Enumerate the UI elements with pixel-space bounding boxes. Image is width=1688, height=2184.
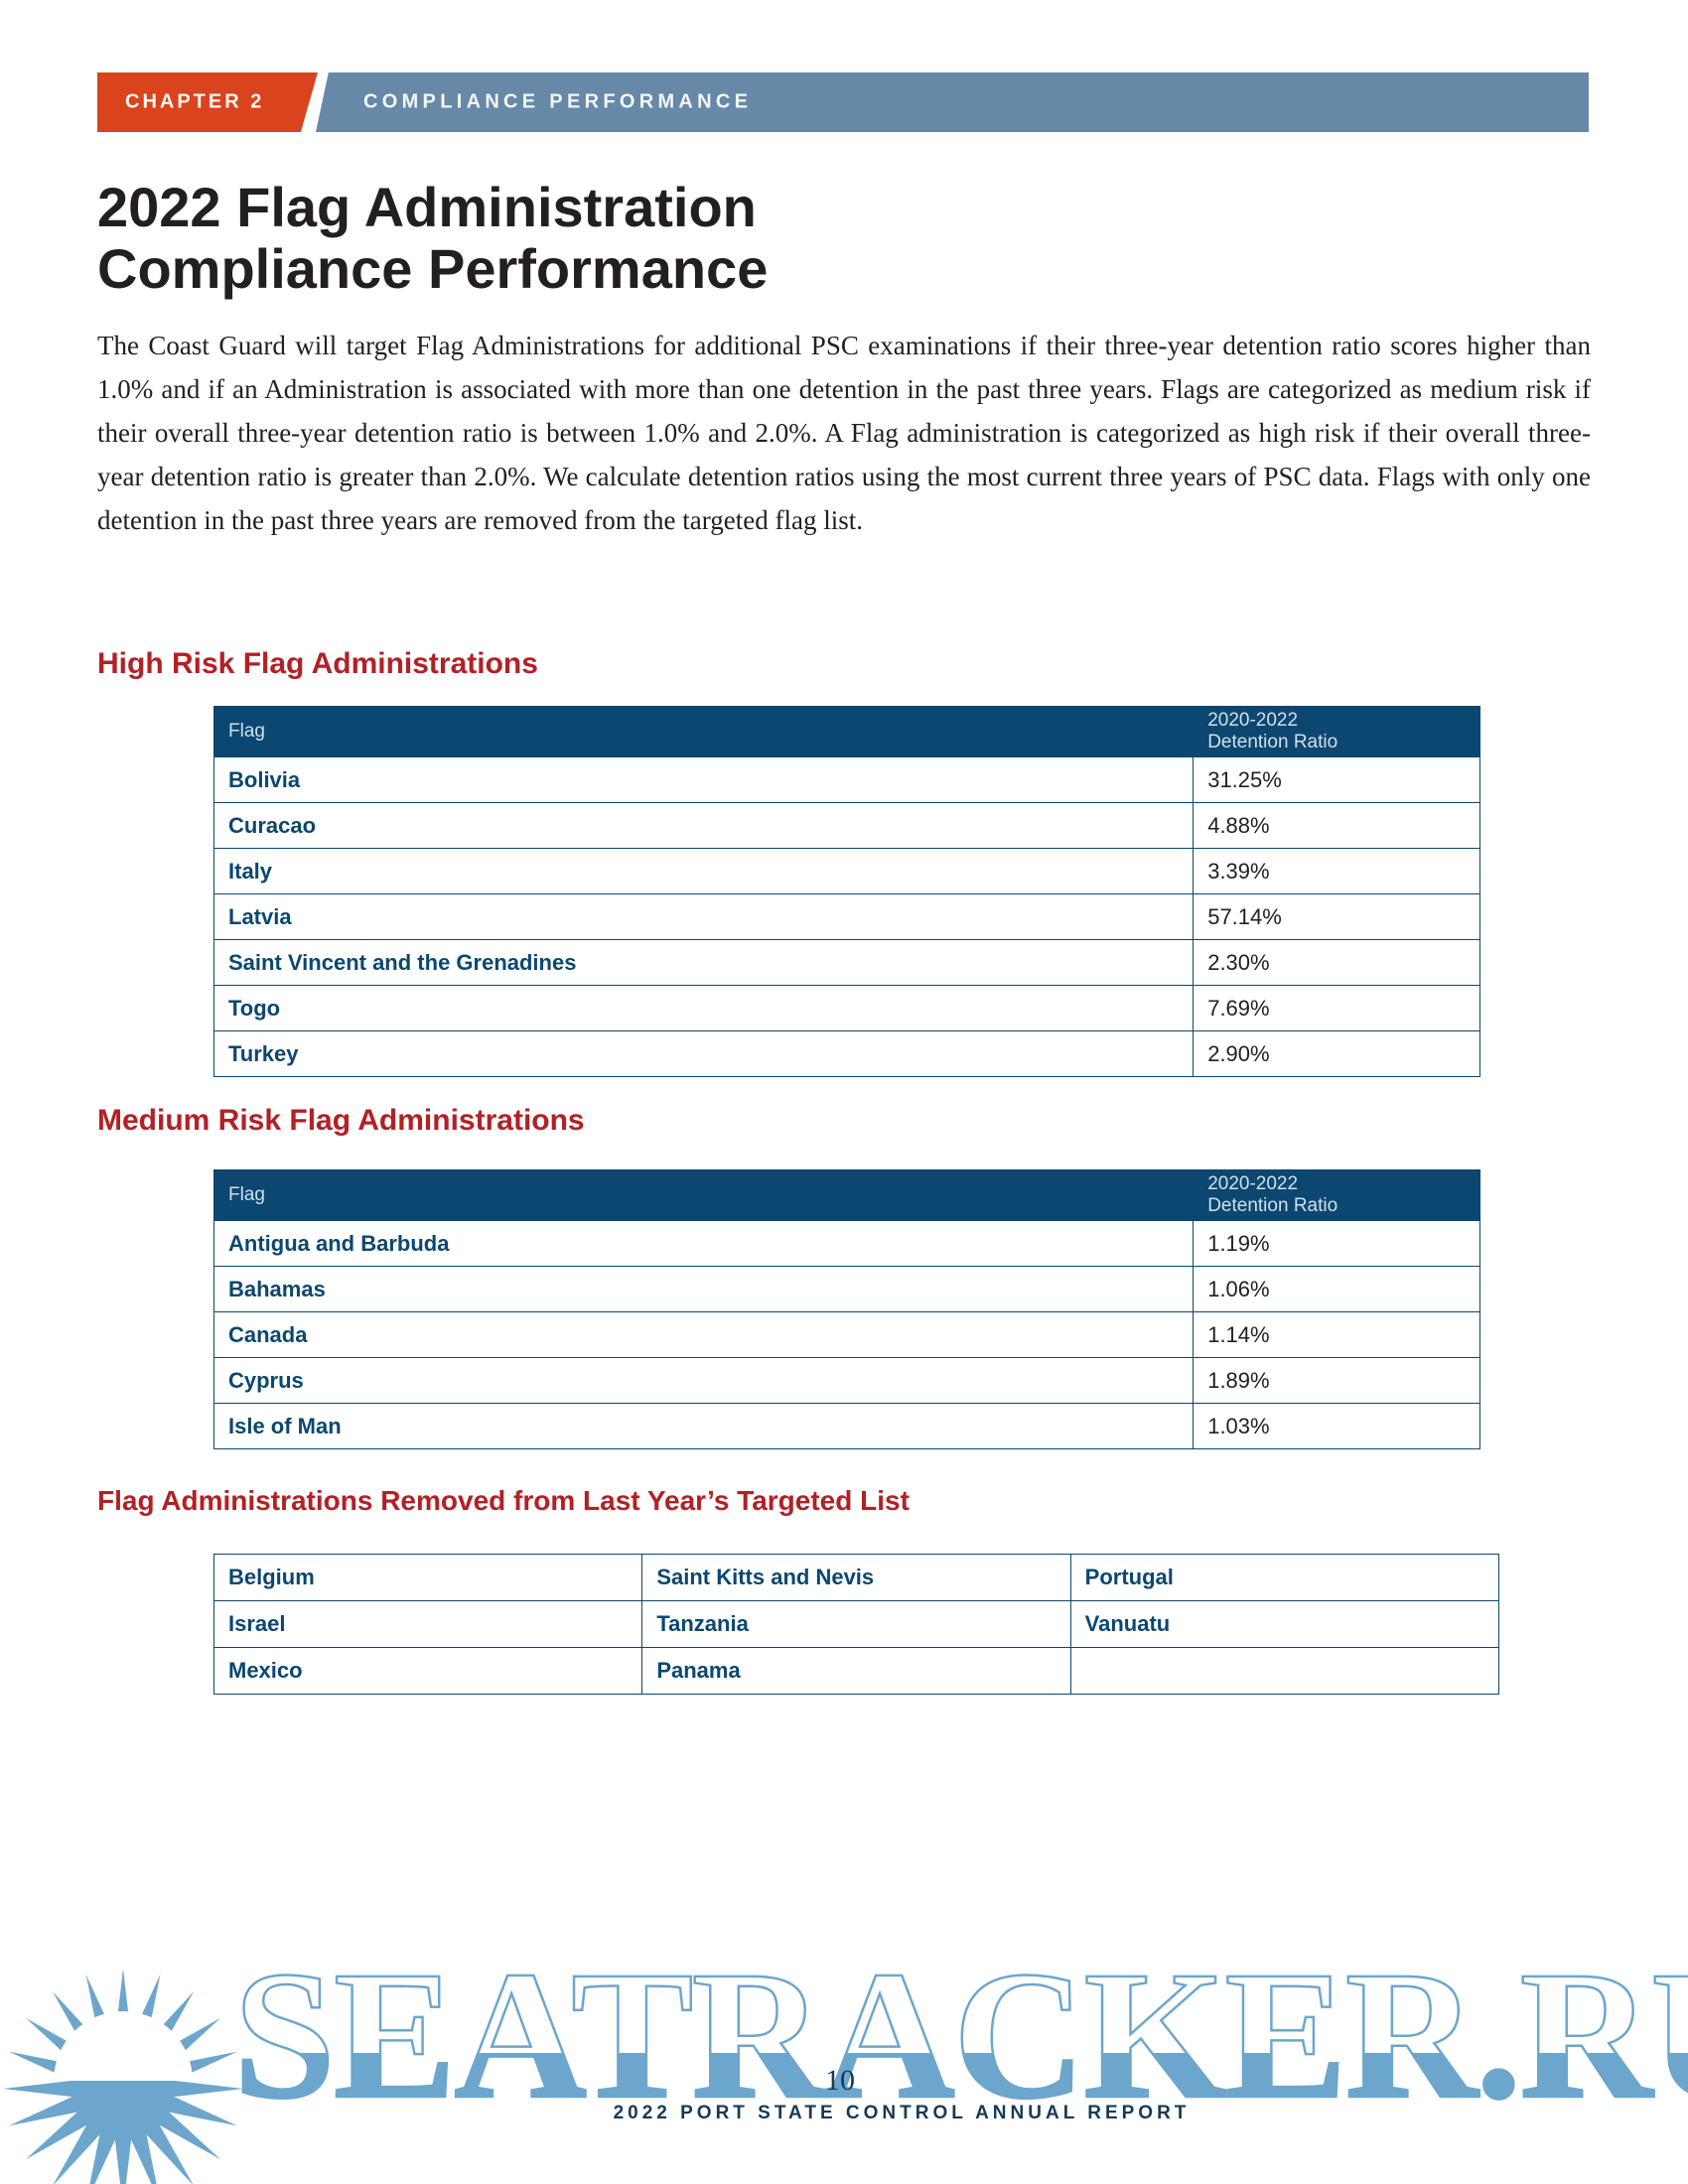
svg-text:10: 10 [825,2064,855,2097]
svg-text:2022 PORT STATE CONTROL ANNUAL: 2022 PORT STATE CONTROL ANNUAL REPORT [614,2103,1191,2123]
